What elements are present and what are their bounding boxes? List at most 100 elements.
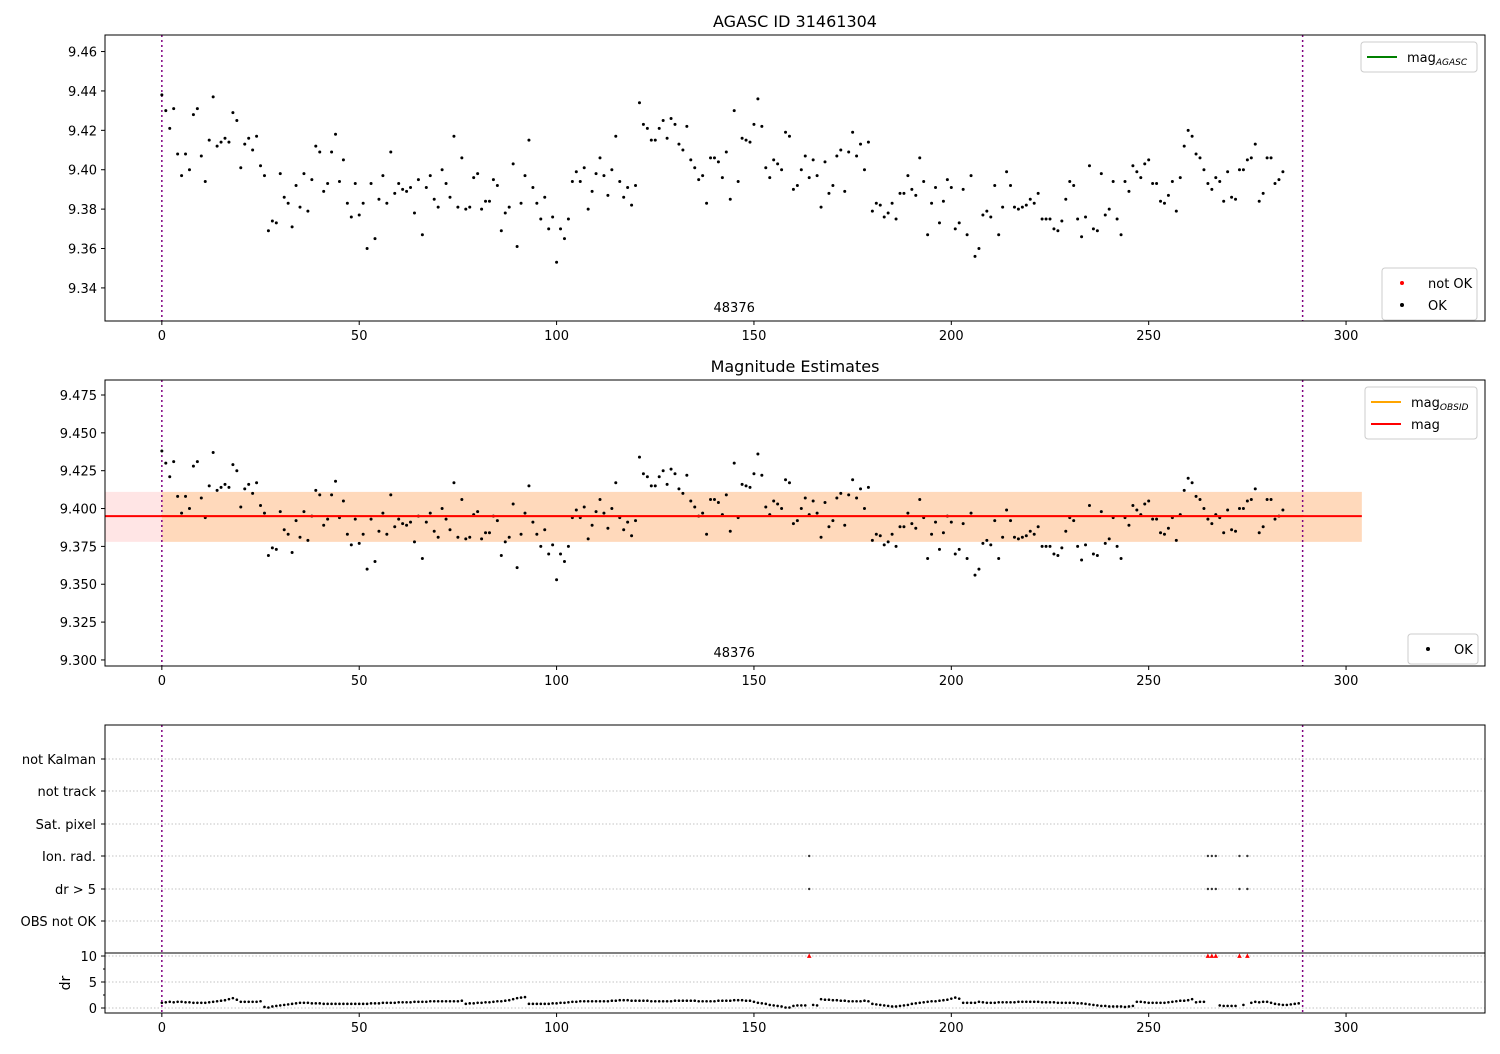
panel2-data-point xyxy=(1001,535,1005,539)
dr-data-point xyxy=(697,999,700,1003)
panel2-data-point xyxy=(282,528,286,532)
dr-data-point xyxy=(421,1000,424,1004)
dr-data-point xyxy=(582,999,586,1003)
panel1-data-point xyxy=(1009,183,1013,187)
panel1-data-point xyxy=(168,126,172,130)
panel1-data-point xyxy=(566,217,570,221)
dr-data-point xyxy=(847,999,850,1003)
dr-data-point xyxy=(1076,1002,1079,1005)
panel2-data-point xyxy=(598,497,602,501)
panel1-data-point xyxy=(1084,215,1088,219)
dr-data-point xyxy=(1036,1000,1040,1004)
dr-data-point xyxy=(318,1002,322,1005)
dr-data-point xyxy=(796,1004,799,1007)
panel1-obsid-label: 48376 xyxy=(714,301,755,316)
panel2-xtick-label: 50 xyxy=(351,674,368,689)
panel1-data-point xyxy=(381,174,385,178)
dr-data-point xyxy=(748,999,752,1003)
panel1-xtick-label: 100 xyxy=(544,329,569,344)
dr-data-point xyxy=(1194,1000,1198,1004)
panel2-data-point xyxy=(499,553,503,557)
panel2-data-point xyxy=(1052,552,1056,556)
dr-data-point xyxy=(523,995,527,999)
panel2-data-point xyxy=(531,520,535,524)
panel1-data-point xyxy=(180,174,184,178)
panel1-data-point xyxy=(823,160,827,164)
panel2-data-point xyxy=(732,461,736,465)
panel1-data-point xyxy=(1095,229,1099,233)
panel1-data-point xyxy=(535,201,539,205)
panel2-data-point xyxy=(456,535,460,539)
panel2-data-point xyxy=(1099,510,1103,514)
panel2-data-point xyxy=(1084,543,1088,547)
panel1-data-point xyxy=(685,124,689,128)
panel2-data-point xyxy=(535,532,539,536)
panel2-data-point xyxy=(855,496,859,500)
panel2-data-point xyxy=(207,484,211,488)
panel2-ytick-label: 9.400 xyxy=(60,503,97,518)
panel1-data-point xyxy=(290,225,294,229)
panel2-data-point xyxy=(357,541,361,545)
panel1-data-point xyxy=(1044,217,1048,221)
dr-data-point xyxy=(338,1002,341,1006)
panel1-data-point xyxy=(199,154,203,158)
dr-data-point xyxy=(926,1000,929,1004)
panel1-data-point xyxy=(416,178,420,182)
panel1-data-point xyxy=(318,150,322,154)
dr-data-point xyxy=(622,998,625,1002)
panel2-data-point xyxy=(247,482,251,486)
dr-data-point xyxy=(160,1001,164,1005)
panel2-data-point xyxy=(266,553,270,557)
dr-data-point xyxy=(413,1000,416,1004)
dr-data-point xyxy=(1155,1001,1158,1005)
panel2-data-point xyxy=(211,451,215,455)
panel2-data-point xyxy=(953,552,957,556)
flag-point xyxy=(1206,854,1210,858)
panel1-data-point xyxy=(539,217,543,221)
dr-data-point xyxy=(973,1001,977,1005)
panel2-data-point xyxy=(1159,531,1163,535)
dr-data-point xyxy=(1135,1000,1139,1004)
dr-data-point xyxy=(310,1002,314,1005)
dr-data-point xyxy=(922,1000,925,1004)
flag-category-label: not track xyxy=(37,785,96,800)
panel1-data-point xyxy=(211,95,215,99)
panel1-data-point xyxy=(1159,199,1163,203)
panel2-data-point xyxy=(187,507,191,511)
dr-data-point xyxy=(1025,1000,1028,1004)
panel2-data-point xyxy=(930,532,934,536)
dr-data-point xyxy=(488,1000,491,1004)
dr-data-point xyxy=(642,999,645,1003)
panel2-data-point xyxy=(1115,544,1119,548)
panel1-data-point xyxy=(207,138,211,142)
panel2-data-point xyxy=(1257,531,1261,535)
panel2-data-point xyxy=(673,472,677,476)
dr-data-point xyxy=(827,998,831,1001)
panel1-data-point xyxy=(1080,235,1084,239)
panel1-data-point xyxy=(993,183,997,187)
panel1-data-point xyxy=(330,150,334,154)
panel2-data-point xyxy=(468,535,472,539)
dr-data-point xyxy=(322,1002,325,1006)
panel1-data-point xyxy=(341,158,345,162)
panel1-data-point xyxy=(930,201,934,205)
dr-data-point xyxy=(1257,1000,1261,1004)
panel2-data-point xyxy=(878,534,882,538)
panel1-data-point xyxy=(949,185,953,189)
panel2-data-point xyxy=(1087,504,1091,508)
dr-data-point xyxy=(1250,1001,1253,1005)
dr-data-point xyxy=(563,1001,566,1005)
panel1-data-point xyxy=(511,162,515,166)
panel2-data-point xyxy=(614,481,618,485)
dr-data-point xyxy=(369,1002,373,1005)
panel2-data-point xyxy=(306,538,310,542)
panel2-data-point xyxy=(1194,494,1198,498)
dr-data-point xyxy=(863,999,866,1003)
dr-data-point xyxy=(247,1000,250,1004)
panel2-data-point xyxy=(1210,522,1214,526)
panel1-data-point xyxy=(1103,213,1107,217)
panel1-data-point xyxy=(1032,201,1036,205)
panel1-data-point xyxy=(255,134,259,138)
panel1-data-point xyxy=(886,211,890,215)
